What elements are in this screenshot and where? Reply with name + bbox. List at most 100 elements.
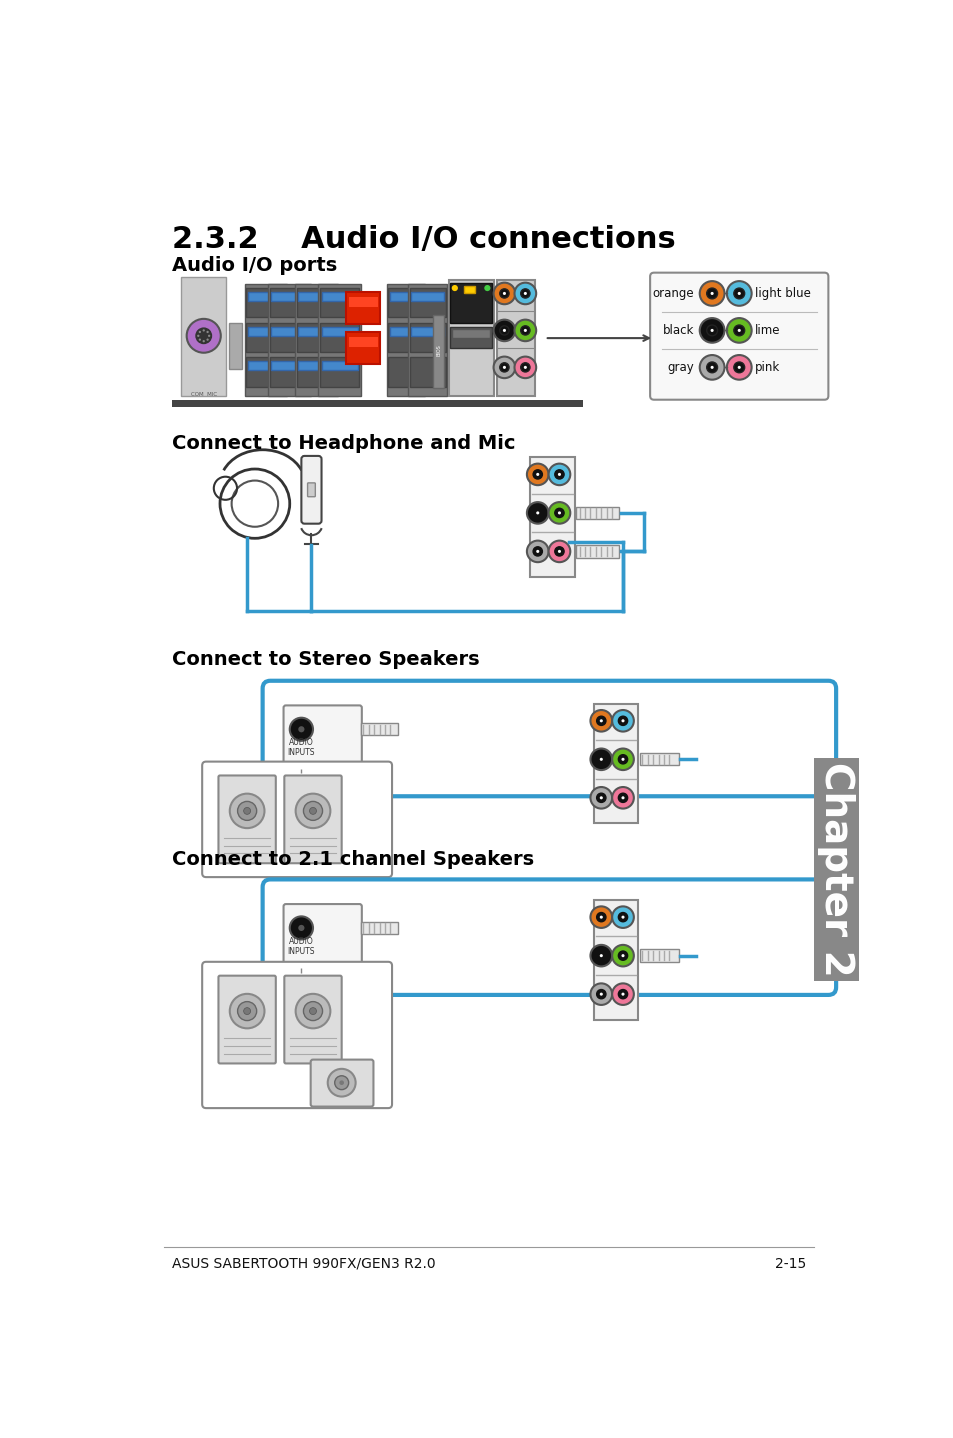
FancyBboxPatch shape: [388, 358, 423, 387]
FancyBboxPatch shape: [390, 292, 422, 301]
Circle shape: [514, 319, 536, 341]
Circle shape: [493, 319, 515, 341]
Circle shape: [596, 716, 605, 725]
Circle shape: [208, 335, 210, 336]
Circle shape: [202, 329, 205, 332]
Circle shape: [706, 362, 717, 372]
Circle shape: [548, 541, 570, 562]
Circle shape: [502, 365, 505, 370]
Circle shape: [520, 362, 530, 372]
Circle shape: [335, 1076, 348, 1090]
Circle shape: [599, 953, 602, 958]
Circle shape: [599, 758, 602, 761]
Circle shape: [590, 984, 612, 1005]
Circle shape: [590, 787, 612, 808]
FancyBboxPatch shape: [649, 273, 827, 400]
FancyBboxPatch shape: [307, 483, 315, 496]
Circle shape: [243, 808, 251, 814]
Circle shape: [596, 913, 605, 922]
Circle shape: [197, 335, 199, 336]
Circle shape: [328, 1068, 355, 1097]
Circle shape: [520, 289, 530, 298]
FancyBboxPatch shape: [639, 754, 679, 765]
Circle shape: [555, 470, 563, 479]
Circle shape: [737, 292, 740, 295]
Circle shape: [526, 502, 548, 523]
FancyBboxPatch shape: [271, 361, 307, 371]
Circle shape: [599, 992, 602, 995]
Circle shape: [620, 992, 624, 995]
Circle shape: [295, 994, 330, 1028]
Circle shape: [618, 755, 627, 764]
Circle shape: [493, 283, 515, 305]
FancyBboxPatch shape: [296, 358, 335, 387]
Circle shape: [733, 362, 744, 372]
FancyBboxPatch shape: [348, 296, 377, 308]
Circle shape: [706, 288, 717, 299]
Circle shape: [298, 726, 304, 732]
Circle shape: [298, 925, 304, 930]
FancyBboxPatch shape: [311, 1060, 373, 1107]
Circle shape: [596, 794, 605, 802]
FancyBboxPatch shape: [271, 326, 307, 336]
FancyBboxPatch shape: [386, 285, 425, 395]
Circle shape: [514, 283, 536, 305]
Circle shape: [206, 331, 209, 334]
Circle shape: [620, 797, 624, 800]
Text: pink: pink: [754, 361, 780, 374]
Text: orange: orange: [652, 288, 694, 301]
Circle shape: [533, 546, 542, 557]
Circle shape: [620, 916, 624, 919]
Circle shape: [523, 329, 526, 332]
Circle shape: [202, 339, 205, 342]
FancyBboxPatch shape: [218, 975, 275, 1064]
Circle shape: [230, 994, 264, 1028]
Circle shape: [733, 288, 744, 299]
Circle shape: [493, 357, 515, 378]
FancyBboxPatch shape: [172, 400, 582, 407]
Circle shape: [706, 325, 717, 336]
FancyBboxPatch shape: [593, 703, 638, 823]
FancyBboxPatch shape: [411, 326, 443, 336]
FancyBboxPatch shape: [246, 288, 286, 318]
Circle shape: [612, 787, 633, 808]
FancyBboxPatch shape: [497, 280, 535, 395]
FancyBboxPatch shape: [284, 975, 341, 1064]
Circle shape: [526, 541, 548, 562]
Circle shape: [599, 916, 602, 919]
Circle shape: [590, 749, 612, 771]
FancyBboxPatch shape: [390, 326, 422, 336]
Text: black: black: [662, 324, 694, 336]
FancyBboxPatch shape: [283, 905, 361, 971]
Circle shape: [230, 794, 264, 828]
Circle shape: [195, 328, 212, 344]
Circle shape: [303, 1002, 322, 1021]
Circle shape: [590, 710, 612, 732]
FancyBboxPatch shape: [433, 315, 443, 388]
FancyBboxPatch shape: [319, 322, 359, 352]
Circle shape: [726, 318, 751, 342]
FancyBboxPatch shape: [294, 285, 337, 395]
Circle shape: [187, 319, 220, 352]
Circle shape: [620, 719, 624, 722]
FancyBboxPatch shape: [229, 322, 241, 370]
FancyBboxPatch shape: [248, 292, 284, 301]
FancyBboxPatch shape: [321, 292, 357, 301]
FancyBboxPatch shape: [298, 326, 335, 336]
FancyBboxPatch shape: [576, 545, 618, 558]
FancyBboxPatch shape: [270, 322, 309, 352]
FancyBboxPatch shape: [245, 285, 287, 395]
Circle shape: [612, 749, 633, 771]
Circle shape: [295, 794, 330, 828]
FancyBboxPatch shape: [321, 361, 357, 371]
Circle shape: [618, 951, 627, 961]
Circle shape: [618, 913, 627, 922]
FancyBboxPatch shape: [360, 723, 397, 735]
Text: AUDIO
INPUTS: AUDIO INPUTS: [287, 936, 314, 956]
FancyBboxPatch shape: [270, 288, 309, 318]
Circle shape: [612, 906, 633, 928]
Circle shape: [620, 758, 624, 761]
FancyBboxPatch shape: [593, 900, 638, 1020]
Circle shape: [699, 318, 723, 342]
FancyBboxPatch shape: [576, 506, 618, 519]
